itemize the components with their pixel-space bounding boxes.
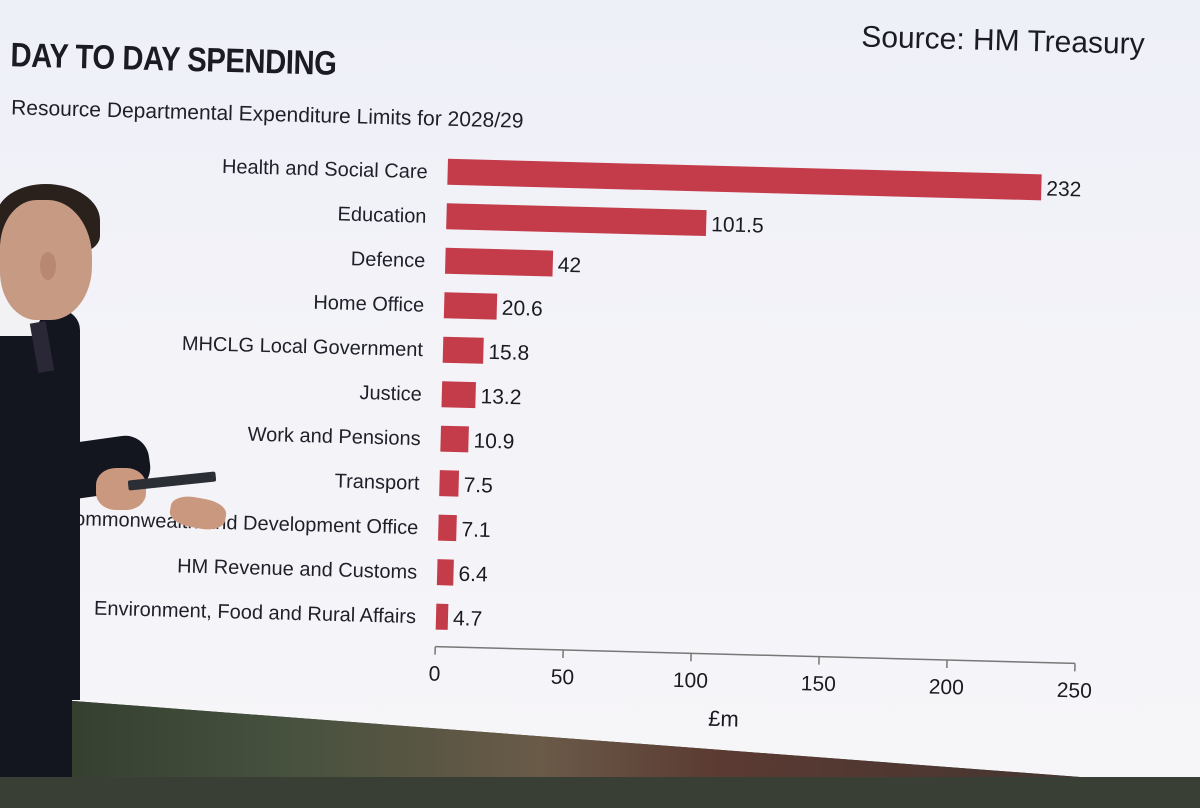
presenter <box>0 0 260 777</box>
x-tick-label: 100 <box>673 669 709 693</box>
value-label: 42 <box>557 254 581 278</box>
x-tick-label: 150 <box>801 672 837 696</box>
value-label: 7.1 <box>461 518 491 542</box>
bar <box>444 292 497 319</box>
x-axis-line <box>435 647 1075 664</box>
value-label: 4.7 <box>453 607 483 631</box>
bar <box>446 203 706 236</box>
bar <box>445 248 553 277</box>
value-label: 10.9 <box>473 430 514 454</box>
value-label: 6.4 <box>458 563 488 587</box>
x-tick-label: 250 <box>1056 679 1092 703</box>
bar <box>439 470 459 496</box>
value-label: 13.2 <box>480 385 521 409</box>
x-tick-label: 0 <box>428 662 440 685</box>
value-label: 20.6 <box>502 297 543 321</box>
bar <box>436 604 449 630</box>
category-label: Home Office <box>313 292 424 317</box>
category-label: Education <box>337 203 427 227</box>
category-label: Justice <box>359 382 422 406</box>
x-tick-label: 200 <box>929 676 965 700</box>
category-label: Work and Pensions <box>247 424 421 451</box>
bar <box>443 337 484 364</box>
value-label: 15.8 <box>488 341 529 365</box>
category-label: Defence <box>351 248 426 272</box>
value-label: 232 <box>1046 177 1082 201</box>
bar <box>437 559 454 585</box>
category-label: Transport <box>334 470 420 494</box>
x-tick-label: 50 <box>550 666 574 690</box>
value-label: 7.5 <box>463 474 493 498</box>
bar <box>447 159 1041 201</box>
bar <box>441 381 475 408</box>
x-axis-title: £m <box>708 706 739 732</box>
bar <box>438 515 457 541</box>
value-label: 101.5 <box>711 213 764 237</box>
bar <box>440 426 469 453</box>
